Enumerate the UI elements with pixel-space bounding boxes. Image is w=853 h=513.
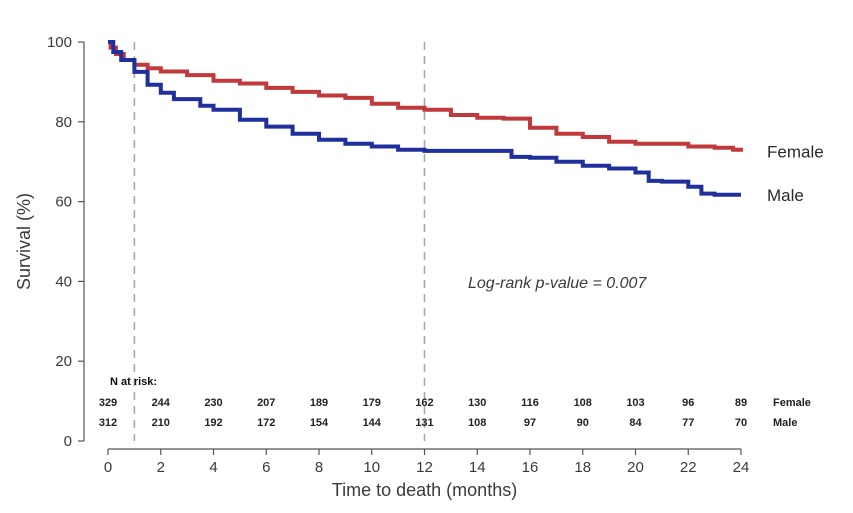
x-tick-label: 24 — [733, 459, 750, 476]
line-label-female: Female — [767, 143, 824, 162]
risk-value-male: 77 — [682, 417, 694, 429]
risk-value-female: 108 — [574, 397, 592, 409]
reference-lines — [133, 42, 426, 441]
risk-row-label-female: Female — [773, 397, 811, 409]
risk-value-male: 90 — [577, 417, 589, 429]
x-tick-label: 2 — [157, 459, 165, 476]
risk-value-female: 96 — [682, 397, 694, 409]
x-tick-label: 8 — [315, 459, 323, 476]
risk-value-female: 162 — [415, 397, 433, 409]
risk-value-male: 192 — [204, 417, 222, 429]
line-labels: Female Male — [767, 143, 824, 205]
risk-value-male: 154 — [310, 417, 329, 429]
risk-value-female: 103 — [626, 397, 644, 409]
risk-value-male: 84 — [629, 417, 642, 429]
risk-table-title: N at risk: — [110, 376, 157, 388]
x-tick-label: 10 — [363, 459, 380, 476]
series-line-female — [108, 40, 743, 152]
x-tick-label: 20 — [627, 459, 644, 476]
risk-value-male: 97 — [524, 417, 536, 429]
x-tick-label: 14 — [469, 459, 486, 476]
axes — [83, 42, 741, 450]
risk-value-male: 108 — [468, 417, 486, 429]
risk-value-female: 207 — [257, 397, 275, 409]
x-tick-label: 4 — [209, 459, 217, 476]
y-tick-label: 60 — [55, 194, 72, 211]
y-tick-label: 40 — [55, 273, 72, 290]
risk-value-female: 230 — [204, 397, 222, 409]
x-axis-ticks: 0 2 4 6 8 10 12 14 16 18 20 22 24 — [104, 449, 750, 476]
y-axis-ticks: 0 20 40 60 80 100 — [47, 34, 84, 450]
risk-value-male: 312 — [99, 417, 117, 429]
series-line-male — [108, 40, 741, 197]
risk-value-male: 172 — [257, 417, 275, 429]
risk-value-female: 329 — [99, 397, 117, 409]
series-lines — [108, 40, 743, 197]
line-label-male: Male — [767, 186, 804, 205]
y-tick-label: 100 — [47, 34, 72, 51]
y-tick-label: 80 — [55, 114, 72, 131]
risk-value-female: 89 — [735, 397, 747, 409]
risk-value-male: 144 — [363, 417, 382, 429]
risk-value-male: 131 — [415, 417, 433, 429]
risk-value-male: 70 — [735, 417, 747, 429]
y-axis-title: Survival (%) — [14, 193, 34, 290]
risk-table: N at risk: 329 244 230 207 189 179 162 130 116 10… — [99, 376, 811, 429]
y-tick-label: 0 — [64, 433, 72, 450]
x-tick-label: 12 — [416, 459, 433, 476]
x-tick-label: 22 — [680, 459, 697, 476]
risk-value-female: 189 — [310, 397, 328, 409]
x-tick-label: 16 — [522, 459, 539, 476]
risk-value-female: 244 — [152, 397, 171, 409]
x-tick-label: 6 — [262, 459, 270, 476]
risk-value-female: 130 — [468, 397, 486, 409]
y-tick-label: 20 — [55, 353, 72, 370]
x-axis-title: Time to death (months) — [332, 480, 517, 500]
x-tick-label: 18 — [574, 459, 591, 476]
x-tick-label: 0 — [104, 459, 112, 476]
risk-value-female: 116 — [521, 397, 539, 409]
risk-row-label-male: Male — [773, 417, 797, 429]
risk-value-female: 179 — [363, 397, 381, 409]
risk-value-male: 210 — [152, 417, 170, 429]
log-rank-annotation: Log-rank p-value = 0.007 — [468, 275, 647, 292]
